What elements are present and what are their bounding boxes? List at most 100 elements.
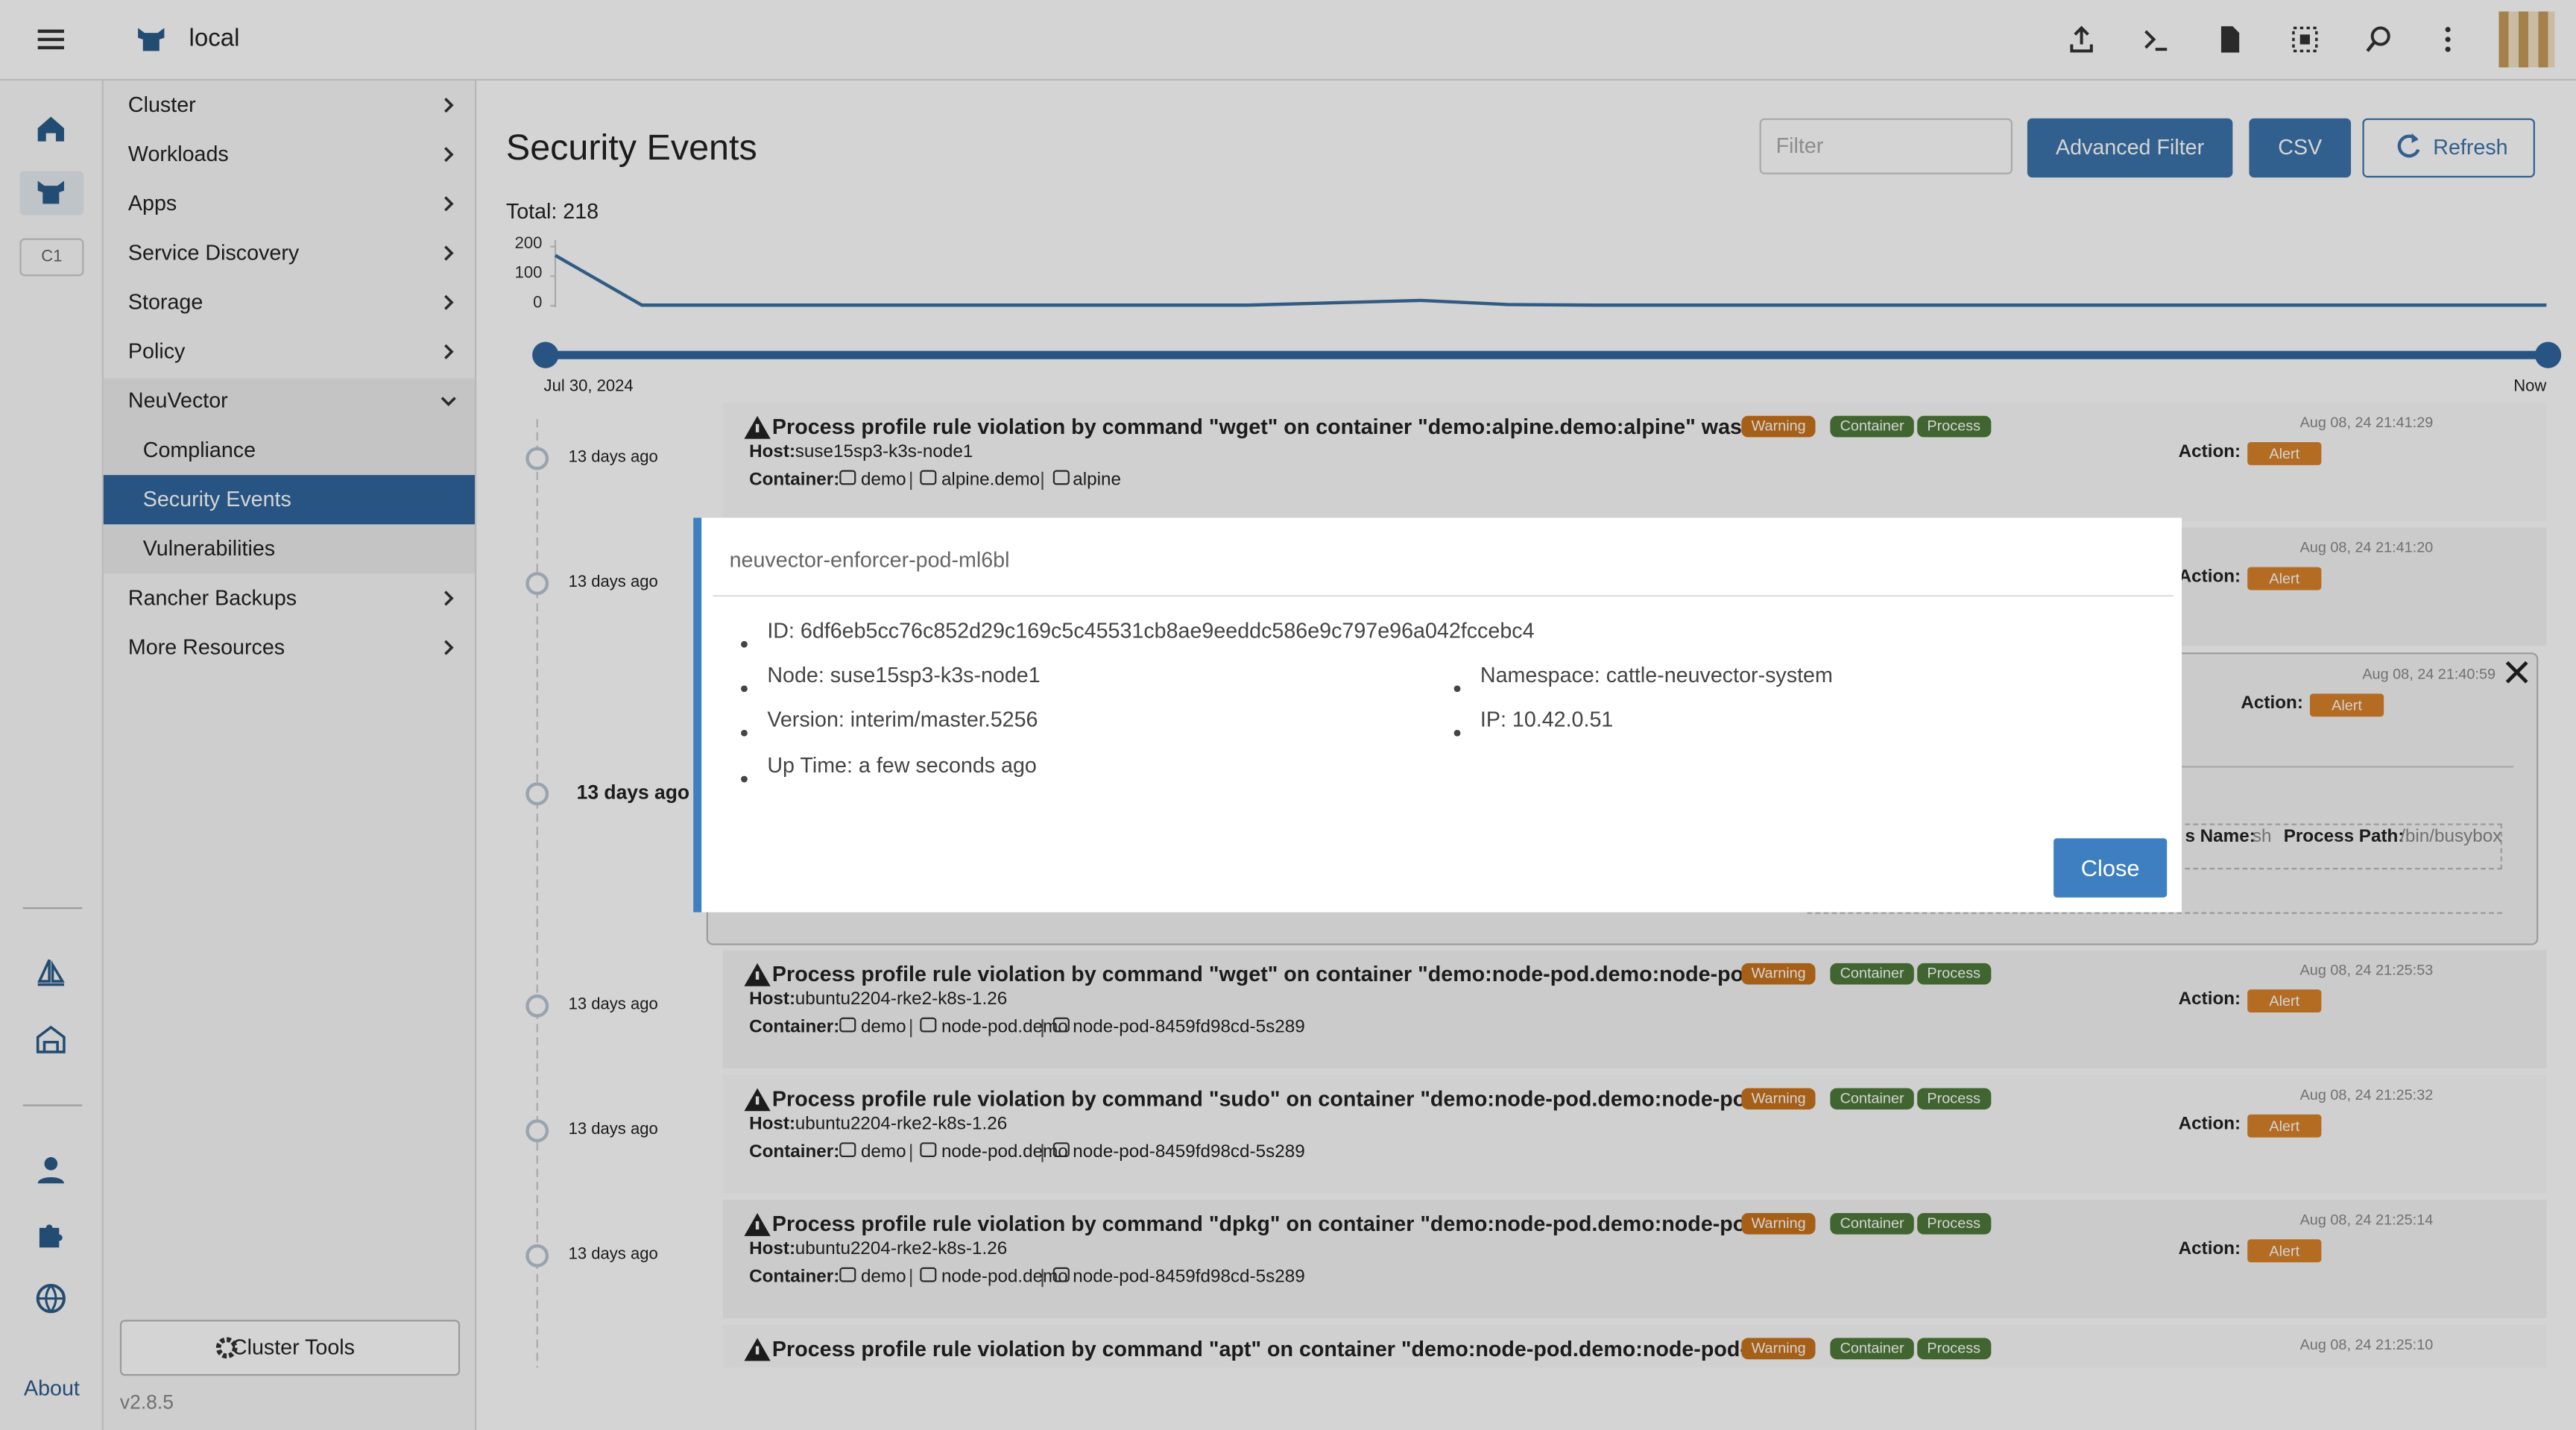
global-icon[interactable] bbox=[34, 1282, 67, 1315]
container-icon bbox=[1052, 1017, 1070, 1033]
event-timestamp: Aug 08, 24 21:40:59 bbox=[2362, 665, 2496, 682]
chevron-part bbox=[444, 196, 454, 212]
event-title: Process profile rule violation by comman… bbox=[771, 961, 1782, 986]
refresh-icon-part bbox=[2411, 133, 2419, 143]
header-action-part bbox=[2366, 41, 2375, 52]
container-service: node-pod.demo bbox=[941, 1142, 1068, 1162]
header-action-part bbox=[2445, 46, 2451, 52]
event-row[interactable] bbox=[722, 1324, 2547, 1368]
container-service: alpine.demo bbox=[941, 470, 1041, 490]
menu-button[interactable] bbox=[34, 23, 67, 56]
host-value: suse15sp3-k3s-node1 bbox=[795, 442, 973, 462]
user-avatar[interactable] bbox=[2498, 11, 2555, 68]
close-icon-part bbox=[2505, 661, 2528, 684]
process-path: /bin/busybox bbox=[2400, 826, 2502, 847]
cluster-icon-part bbox=[37, 180, 64, 204]
refresh-button[interactable]: Refresh bbox=[2362, 118, 2535, 178]
event-row[interactable] bbox=[722, 403, 2547, 521]
separator bbox=[910, 1268, 912, 1288]
event-tag: Process bbox=[1917, 1212, 1991, 1235]
range-handle bbox=[532, 341, 559, 368]
event-tag: Container bbox=[1830, 963, 1914, 985]
container-pod: alpine bbox=[1073, 470, 1121, 490]
cluster-name: local bbox=[189, 25, 240, 53]
extensions-icon[interactable] bbox=[34, 1218, 67, 1251]
action-label: Action: bbox=[2178, 567, 2241, 588]
chevron bbox=[444, 147, 454, 163]
users-icon[interactable] bbox=[34, 1154, 67, 1187]
close-icon bbox=[2505, 661, 2528, 684]
header-action[interactable] bbox=[2431, 23, 2464, 56]
event-time: 13 days ago bbox=[568, 573, 658, 592]
event-tag: Process bbox=[1917, 415, 1991, 438]
warning-icon bbox=[744, 963, 771, 986]
separator bbox=[1041, 471, 1044, 490]
nav-subitem[interactable]: Vulnerabilities bbox=[142, 535, 276, 561]
nav-item[interactable]: Service Discovery bbox=[127, 239, 300, 265]
cluster-tools-button[interactable]: Cluster Tools bbox=[119, 1320, 461, 1376]
nav-item[interactable]: NeuVector bbox=[127, 388, 228, 413]
cluster-badge[interactable]: C1 bbox=[19, 238, 84, 277]
timeline-dot bbox=[525, 447, 549, 470]
modal-field: Node: suse15sp3-k3s-node1 bbox=[767, 662, 1041, 687]
refresh-icon bbox=[2397, 133, 2420, 158]
nav-subitem[interactable]: Security Events bbox=[142, 486, 291, 511]
header-action[interactable] bbox=[2288, 23, 2321, 56]
users-icon-part bbox=[44, 1157, 58, 1171]
header-action[interactable] bbox=[2139, 23, 2172, 56]
nav-item[interactable]: Apps bbox=[127, 190, 177, 215]
action-label: Action: bbox=[2178, 1239, 2241, 1259]
about-link[interactable]: About bbox=[23, 1376, 80, 1401]
apps-icon[interactable] bbox=[34, 957, 67, 989]
event-timestamp: Aug 08, 24 21:25:14 bbox=[2299, 1211, 2434, 1228]
cluster-icon[interactable] bbox=[34, 176, 67, 209]
nav-item[interactable]: Policy bbox=[127, 338, 186, 364]
separator bbox=[910, 1018, 912, 1038]
process-path-label: Process Path: bbox=[2283, 826, 2405, 847]
host-value: ubuntu2204-rke2-k8s-1.26 bbox=[795, 989, 1008, 1009]
nav-item[interactable]: More Resources bbox=[127, 634, 285, 660]
container-icon bbox=[1052, 1267, 1070, 1282]
modal-close-button[interactable]: Close bbox=[2053, 838, 2168, 898]
nav-item[interactable]: Cluster bbox=[127, 92, 196, 117]
marketplace-icon[interactable] bbox=[34, 1022, 67, 1055]
separator bbox=[1041, 1018, 1044, 1038]
event-row[interactable] bbox=[722, 1200, 2547, 1319]
range-handle bbox=[2534, 341, 2562, 368]
refresh-label: Refresh bbox=[2433, 134, 2508, 160]
nav-active bbox=[103, 475, 475, 525]
chevron bbox=[444, 344, 454, 359]
cluster-tools-label: Cluster Tools bbox=[231, 1335, 355, 1360]
nav-item[interactable]: Workloads bbox=[127, 141, 229, 166]
header-action[interactable] bbox=[2065, 23, 2098, 56]
advanced-filter-button[interactable]: Advanced Filter bbox=[2027, 118, 2233, 178]
menu-button-part bbox=[37, 29, 64, 50]
modal-title: neuvector-enforcer-pod-ml6bl bbox=[729, 547, 1010, 573]
event-time: 13 days ago bbox=[568, 1121, 658, 1139]
home-icon[interactable] bbox=[34, 112, 67, 145]
header-action[interactable] bbox=[2213, 23, 2246, 56]
host-label: Host: bbox=[749, 1114, 796, 1135]
modal-divider bbox=[713, 595, 2174, 597]
container-icon bbox=[920, 1267, 937, 1282]
chevron-part bbox=[444, 245, 454, 261]
nav-subitem[interactable]: Compliance bbox=[142, 437, 256, 462]
separator bbox=[910, 1144, 912, 1162]
container-label: Container: bbox=[749, 470, 840, 490]
event-tag: Warning bbox=[1741, 963, 1816, 985]
nav-item[interactable]: Rancher Backups bbox=[127, 585, 297, 610]
bullet bbox=[1453, 685, 1461, 693]
header-action[interactable] bbox=[2362, 23, 2395, 56]
chevron bbox=[444, 98, 454, 113]
event-tag: Warning bbox=[1741, 1338, 1816, 1360]
container-namespace: demo bbox=[860, 1142, 906, 1162]
filter-input[interactable]: Filter bbox=[1759, 118, 2013, 174]
host-label: Host: bbox=[749, 1239, 796, 1259]
users-icon-part bbox=[37, 1177, 64, 1184]
csv-button[interactable]: CSV bbox=[2249, 118, 2352, 178]
event-row[interactable] bbox=[722, 1074, 2547, 1194]
container-service: node-pod.demo bbox=[941, 1017, 1068, 1038]
modal-field: Up Time: a few seconds ago bbox=[767, 752, 1037, 778]
nav-item[interactable]: Storage bbox=[127, 289, 203, 315]
event-row[interactable] bbox=[722, 950, 2547, 1068]
